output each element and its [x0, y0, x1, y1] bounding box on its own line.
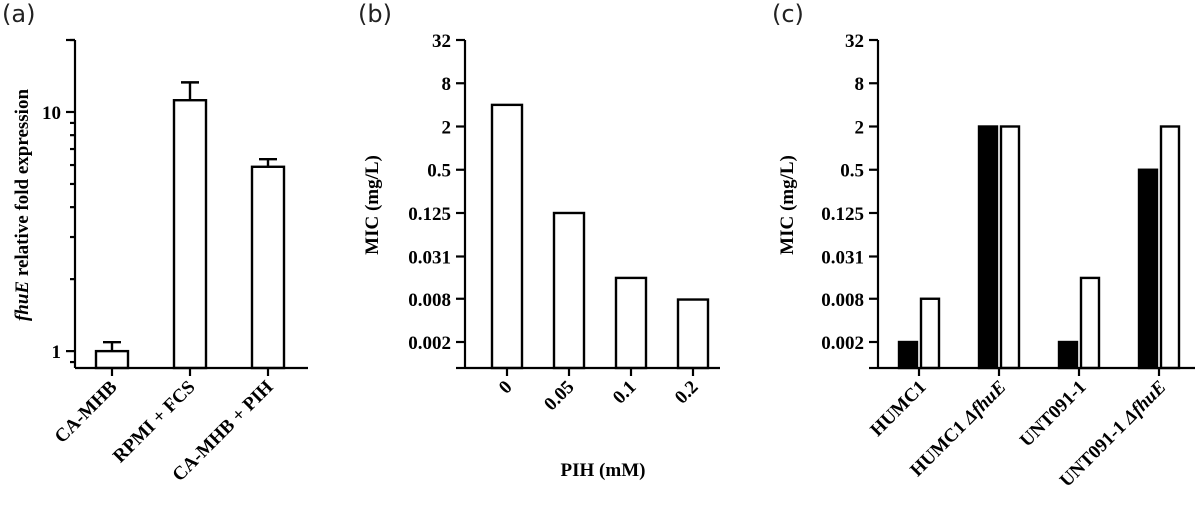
panel-a: (a) fhuE relative fold expression 1 10 CA… — [2, 0, 308, 486]
panel-c-y-axis-title: MIC (mg/L) — [777, 155, 798, 255]
panel-c-bar — [1057, 340, 1079, 370]
panel-c-y-tick-label: 0.125 — [821, 204, 864, 225]
panel-a-y-axis-title: fhuE relative fold expression — [12, 89, 33, 321]
panel-b-bar — [490, 103, 524, 370]
panel-a-label: (a) — [2, 0, 35, 28]
panel-b-y-tick-label: 0.002 — [408, 333, 451, 354]
panel-c-label: (c) — [772, 0, 804, 28]
panel-c-y-tick-label: 32 — [845, 31, 864, 52]
panel-c-category-label-name: UNT091-1 — [1016, 377, 1091, 452]
panel-c-bar — [977, 125, 999, 370]
panel-c-bar — [1137, 168, 1159, 370]
panel-a-y-tick-label: 1 — [52, 342, 62, 363]
panel-c-y-tick-label: 8 — [855, 74, 865, 95]
panel-b-y-axis-title: MIC (mg/L) — [362, 155, 383, 255]
panel-a-bars — [94, 81, 286, 376]
panel-b-bars — [490, 103, 710, 376]
panel-c-y-ticks: 0.002 0.008 0.031 0.125 0.5 2 8 32 — [821, 31, 878, 370]
panel-b-bar — [676, 298, 710, 370]
panel-c-bar — [999, 125, 1021, 370]
panel-c-y-tick-label: 0.5 — [840, 161, 864, 182]
panel-b-category-label: 0.05 — [540, 377, 578, 415]
panel-c-category-label-name: HUMC1 — [866, 377, 930, 441]
panel-c-bar — [919, 297, 941, 370]
panel-a-y-tick-label: 10 — [42, 103, 61, 124]
panel-c: (c) MIC (mg/L) 0.002 0.008 0.031 0.125 0.5 2 8… — [772, 0, 1195, 491]
panel-a-y-axis-title-rest: relative fold expression — [12, 89, 33, 281]
panel-c-bar — [1159, 125, 1181, 370]
panel-b-y-tick-label: 2 — [442, 117, 452, 138]
panel-c-y-tick-label: 0.031 — [821, 247, 864, 268]
panel-b-category-label: 0.2 — [671, 377, 703, 409]
panel-a-bar — [94, 349, 130, 370]
panel-a-y-ticks: 1 10 — [42, 38, 75, 364]
panel-a-category-label: CA-MHB — [51, 376, 122, 447]
panel-a-y-axis-title-gene: fhuE — [12, 281, 33, 321]
panel-c-category-label: HUMC1 — [866, 377, 930, 441]
panel-b-y-tick-label: 0.125 — [408, 204, 451, 225]
panel-b-label: (b) — [358, 0, 392, 28]
panel-b: (b) MIC (mg/L) PIH (mM) 0.0020.0080.0310… — [358, 0, 720, 481]
panel-b-y-tick-label: 8 — [442, 74, 452, 95]
panel-c-bar — [897, 340, 919, 370]
panel-a-bar — [250, 165, 286, 370]
panel-b-x-axis-title: PIH (mM) — [561, 460, 646, 481]
panel-c-y-tick-label: 2 — [855, 117, 865, 138]
panel-b-y-ticks: 0.002 0.008 0.031 0.125 0.5 2 8 32 — [408, 31, 465, 370]
panel-b-category-label: 0 — [495, 377, 517, 399]
panel-b-y-tick-label: 0.008 — [408, 290, 451, 311]
panel-b-category-labels: 0 0.05 0.1 0.2 — [495, 377, 703, 415]
panel-c-bars — [897, 125, 1181, 376]
panel-c-category-label-name: HUMC1 — [906, 414, 973, 481]
panel-c-category-label-name: UNT091-1 — [1056, 414, 1134, 492]
panel-b-category-label: 0.1 — [609, 377, 641, 409]
panel-b-bar — [614, 276, 648, 370]
panel-c-category-label: UNT091-1 — [1016, 377, 1091, 452]
panel-c-bar — [1079, 276, 1101, 370]
panel-b-bar — [552, 211, 586, 370]
panel-c-y-tick-label: 0.008 — [821, 290, 864, 311]
panel-b-y-tick-label: 0.031 — [408, 247, 451, 268]
panel-c-y-tick-label: 0.002 — [821, 333, 864, 354]
panel-b-y-tick-label: 0.5 — [427, 161, 451, 182]
panel-a-bar — [172, 99, 208, 370]
panel-b-y-tick-label: 32 — [432, 31, 451, 52]
